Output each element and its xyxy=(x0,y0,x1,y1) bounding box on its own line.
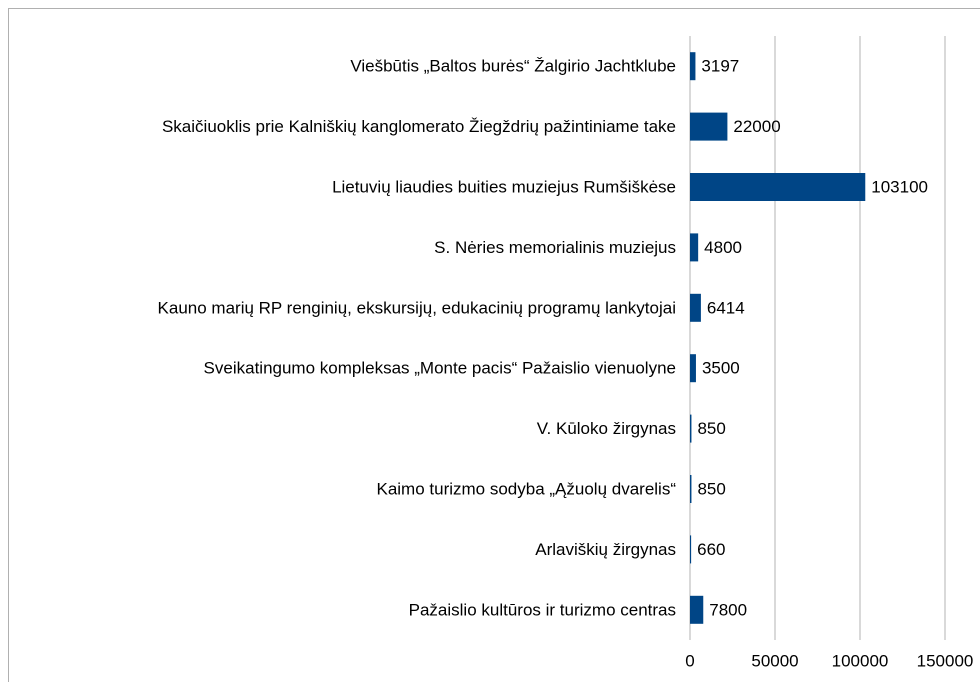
bar xyxy=(690,354,696,383)
value-label: 103100 xyxy=(871,177,928,196)
x-tick-label: 100000 xyxy=(832,651,889,670)
bar xyxy=(690,535,692,564)
x-tick-label: 150000 xyxy=(917,651,974,670)
value-label: 4800 xyxy=(704,238,742,257)
bar xyxy=(690,173,866,201)
y-tick-label: Sveikatingumo kompleksas „Monte pacis“ P… xyxy=(204,359,676,378)
bar xyxy=(690,293,701,322)
bar xyxy=(690,233,699,262)
y-tick-label: V. Kūloko žirgynas xyxy=(537,419,676,438)
value-label: 3500 xyxy=(702,359,740,378)
y-tick-label: Lietuvių liaudies buities muziejus Rumši… xyxy=(332,177,676,196)
y-tick-label: Pažaislio kultūros ir turizmo centras xyxy=(409,600,676,619)
bar xyxy=(690,52,696,81)
value-label: 22000 xyxy=(733,117,780,136)
y-tick-label: Kauno marių RP renginių, ekskursijų, edu… xyxy=(158,298,676,317)
value-label: 660 xyxy=(697,540,725,559)
bar xyxy=(690,595,704,624)
value-label: 7800 xyxy=(709,600,747,619)
y-tick-label: S. Nėries memorialinis muziejus xyxy=(434,238,676,257)
bar xyxy=(690,414,692,443)
frame xyxy=(8,8,980,682)
x-tick-label: 0 xyxy=(685,651,694,670)
bar xyxy=(690,112,728,141)
bar xyxy=(690,475,692,503)
value-label: 850 xyxy=(697,419,725,438)
value-label: 6414 xyxy=(707,298,745,317)
y-tick-label: Viešbūtis „Baltos burės“ Žalgirio Jachtk… xyxy=(350,57,676,76)
y-tick-label: Skaičiuoklis prie Kalniškių kanglomerato… xyxy=(162,117,676,136)
value-label: 850 xyxy=(697,479,725,498)
x-tick-label: 50000 xyxy=(751,651,798,670)
y-tick-label: Arlaviškių žirgynas xyxy=(535,540,676,559)
y-tick-label: Kaimo turizmo sodyba „Ąžuolų dvarelis“ xyxy=(376,479,676,498)
value-label: 3197 xyxy=(701,57,739,76)
